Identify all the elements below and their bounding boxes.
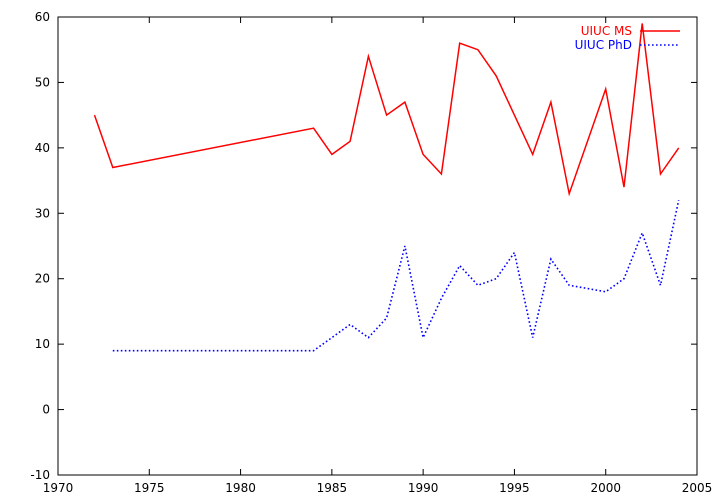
y-tick-label: -10 bbox=[30, 468, 50, 482]
legend-label: UIUC PhD bbox=[575, 38, 632, 52]
x-tick-label: 1985 bbox=[317, 481, 348, 495]
x-tick-label: 1970 bbox=[43, 481, 74, 495]
y-tick-label: 30 bbox=[35, 206, 50, 220]
series-line-1 bbox=[112, 200, 680, 352]
y-tick-label: 60 bbox=[35, 10, 50, 24]
series-lines bbox=[93, 23, 680, 352]
plot-frame bbox=[57, 16, 698, 476]
axis-tick-labels: 1970 1975 1980 1985 1990 1995 2000 2005 -10 0 10 20… bbox=[30, 10, 712, 495]
x-tick-label: 1995 bbox=[499, 481, 530, 495]
x-tick-label: 2005 bbox=[682, 481, 713, 495]
axis-ticks bbox=[57, 16, 698, 476]
x-tick-label: 1975 bbox=[134, 481, 165, 495]
y-tick-label: 10 bbox=[35, 337, 50, 351]
y-tick-label: 0 bbox=[42, 403, 50, 417]
x-tick-label: 1980 bbox=[225, 481, 256, 495]
x-tick-label: 2000 bbox=[590, 481, 621, 495]
y-tick-label: 20 bbox=[35, 272, 50, 286]
y-tick-label: 40 bbox=[35, 141, 50, 155]
y-tick-label: 50 bbox=[35, 75, 50, 89]
legend-label: UIUC MS bbox=[581, 24, 632, 38]
x-tick-label: 1990 bbox=[408, 481, 439, 495]
series-line-0 bbox=[93, 23, 680, 197]
